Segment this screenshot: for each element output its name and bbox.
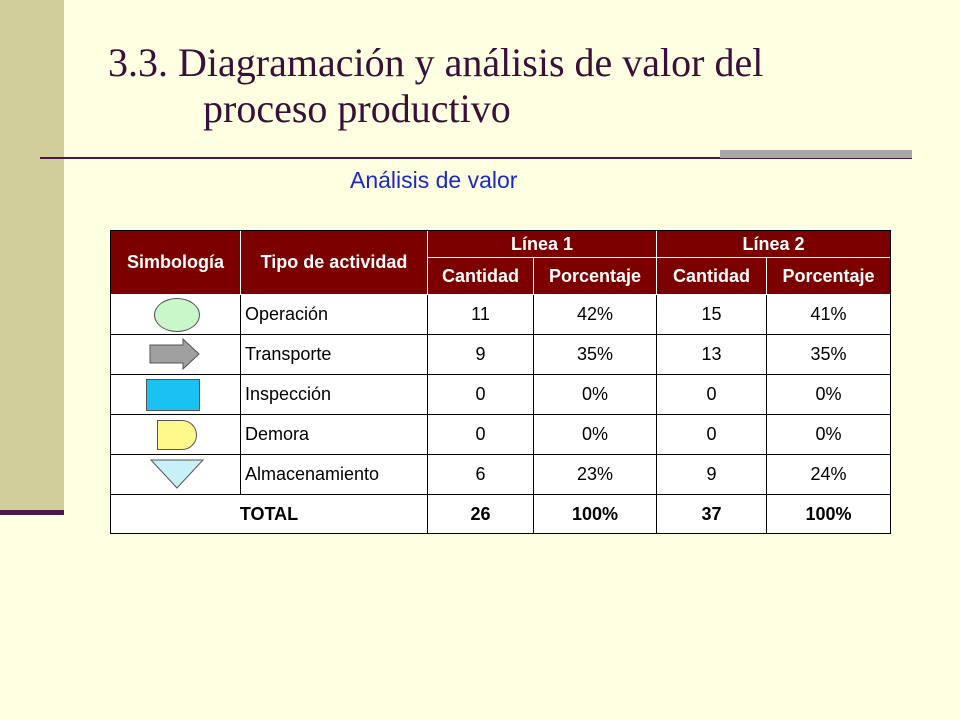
storage-triangle-icon [149, 459, 205, 489]
header-simbologia: Simbología [111, 231, 241, 295]
total-l1-pct: 100% [534, 495, 657, 533]
l1-qty-cell: 6 [428, 455, 534, 495]
l2-qty-cell: 9 [657, 455, 767, 495]
symbol-cell [111, 295, 241, 335]
l2-pct-cell: 41% [767, 295, 890, 335]
slide-title-line1: 3.3. Diagramación y análisis de valor de… [108, 40, 764, 85]
l1-pct-cell: 0% [534, 375, 657, 415]
title-divider-accent [720, 150, 912, 158]
title-divider [40, 157, 912, 159]
header-linea-1: Línea 1 [428, 231, 657, 258]
l1-qty-cell: 9 [428, 335, 534, 375]
l2-pct-cell: 0% [767, 375, 890, 415]
activity-cell: Inspección [241, 375, 428, 415]
left-sidebar-accent [0, 510, 64, 515]
total-l2-qty: 37 [657, 495, 767, 533]
value-analysis-table: Simbología Tipo de actividad Línea 1 Lín… [110, 230, 891, 534]
activity-cell: Operación [241, 295, 428, 335]
l2-qty-cell: 13 [657, 335, 767, 375]
inspection-square-icon [146, 379, 200, 411]
symbol-cell [111, 415, 241, 455]
header-l2-porcentaje: Porcentaje [767, 258, 890, 295]
l2-qty-cell: 0 [657, 415, 767, 455]
l1-pct-cell: 35% [534, 335, 657, 375]
l1-qty-cell: 0 [428, 415, 534, 455]
total-l2-pct: 100% [805, 503, 852, 524]
l1-qty-cell: 0 [428, 375, 534, 415]
l1-pct-cell: 0% [534, 415, 657, 455]
total-label: TOTAL [111, 495, 428, 533]
operation-circle-icon [154, 298, 200, 332]
left-sidebar-bar [0, 0, 64, 510]
l2-pct-cell: 24% [767, 455, 890, 495]
slide-title-line2: proceso productivo [203, 86, 511, 131]
header-l2-cantidad: Cantidad [657, 258, 767, 295]
l2-qty-cell: 15 [657, 295, 767, 335]
l1-pct-cell: 42% [534, 295, 657, 335]
header-l1-cantidad: Cantidad [428, 258, 534, 295]
header-l1-porcentaje: Porcentaje [534, 258, 657, 295]
l2-qty-cell: 0 [657, 375, 767, 415]
transport-arrow-icon [149, 338, 200, 370]
l1-pct-cell: 23% [534, 455, 657, 495]
l1-qty-cell: 11 [428, 295, 534, 335]
activity-cell: Almacenamiento [241, 455, 428, 495]
total-l1-qty: 26 [428, 495, 534, 533]
symbol-cell [111, 335, 241, 375]
l2-pct-cell: 35% [767, 335, 890, 375]
l2-pct-cell: 0% [767, 415, 890, 455]
symbol-cell [111, 375, 241, 415]
header-tipo-actividad: Tipo de actividad [241, 231, 428, 295]
symbol-cell [111, 455, 241, 495]
activity-cell: Transporte [241, 335, 428, 375]
header-linea-2: Línea 2 [657, 231, 890, 258]
delay-d-icon [157, 420, 197, 450]
slide-title: 3.3. Diagramación y análisis de valor de… [0, 40, 960, 132]
slide-subtitle: Análisis de valor [350, 167, 518, 193]
activity-cell: Demora [241, 415, 428, 455]
